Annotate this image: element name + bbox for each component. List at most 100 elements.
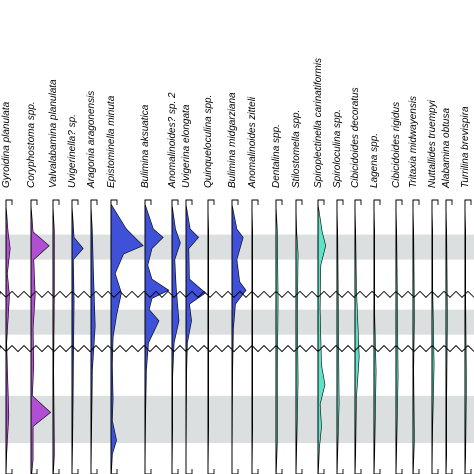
taxon-scale-bracket-bottom: [431, 468, 439, 474]
taxon-scale-bracket-bottom: [336, 468, 344, 474]
taxon-scale-bracket-bottom: [464, 468, 472, 474]
taxon-label: Valvalabamina planulata: [48, 79, 59, 188]
taxon-column: Aragonia aragonensis: [86, 91, 98, 474]
shaded-band: [0, 395, 474, 444]
taxon-scale-bracket: [336, 199, 344, 206]
taxon-label: Spiroplectinella carinatiformis: [313, 58, 324, 188]
taxon-scale-bracket: [275, 199, 283, 206]
taxon-column: Anomalinoides? sp. 2: [167, 92, 181, 474]
taxon-abundance-area: [90, 200, 96, 474]
taxon-scale-bracket: [295, 199, 303, 206]
taxon-label: Alabamina obtusa: [441, 108, 452, 189]
taxon-column: Spiroplectinella carinatiformis: [313, 58, 327, 474]
taxon-scale-bracket-bottom: [71, 468, 79, 474]
taxon-column: Valvalabamina planulata: [48, 79, 60, 474]
taxon-scale-bracket-bottom: [110, 468, 118, 474]
taxon-label: Coryphostoma spp.: [26, 101, 37, 188]
taxon-scale-bracket-bottom: [445, 468, 453, 474]
taxon-column: Bulimina midgarziana: [227, 92, 247, 474]
taxon-label: Spiroloculina spp.: [332, 109, 343, 188]
taxon-column: Dentalina spp.: [271, 124, 283, 474]
taxon-label: Anomalinoides? sp. 2: [167, 92, 178, 189]
taxon-label: Bulimina aksuatica: [140, 104, 151, 188]
taxon-scale-bracket: [144, 199, 152, 206]
taxon-scale-bracket: [373, 199, 381, 206]
taxon-column: Spiroloculina spp.: [332, 109, 344, 474]
taxon-column: Cibicidoides rigidus: [391, 102, 403, 474]
taxon-scale-bracket: [171, 199, 179, 206]
taxon-scale-bracket: [110, 199, 118, 206]
taxon-abundance-area: [231, 200, 247, 474]
taxon-scale-bracket: [185, 199, 193, 206]
taxon-scale-bracket-bottom: [317, 468, 325, 474]
taxon-scale-bracket-bottom: [295, 468, 303, 474]
taxon-scale-bracket-bottom: [90, 468, 98, 474]
taxon-column: Cibicidoides decoratus: [350, 87, 362, 474]
taxon-label: Uvigerinella? sp.: [67, 114, 78, 188]
taxon-scale-bracket: [30, 199, 38, 206]
taxon-label: Bulimina midgarziana: [227, 92, 238, 188]
taxon-label: Lagena spp.: [369, 133, 380, 188]
taxon-scale-bracket: [231, 199, 239, 206]
taxon-column: Nuttallides truempyi: [427, 99, 439, 474]
taxon-label: Cibicidoides decoratus: [350, 87, 361, 188]
taxon-scale-bracket: [90, 199, 98, 206]
taxon-scale-bracket: [207, 199, 215, 206]
taxon-scale-bracket-bottom: [52, 468, 60, 474]
taxon-scale-bracket-bottom: [373, 468, 381, 474]
shaded-band: [0, 309, 474, 335]
taxon-scale-bracket-bottom: [207, 468, 215, 474]
taxon-abundance-area: [5, 200, 11, 474]
taxon-scale-bracket-bottom: [231, 468, 239, 474]
taxon-scale-bracket-bottom: [412, 468, 420, 474]
taxon-scale-bracket-bottom: [354, 468, 362, 474]
taxon-column: Bulimina aksuatica: [140, 104, 170, 474]
taxon-scale-bracket: [317, 199, 325, 206]
taxon-abundance-area: [317, 200, 327, 474]
taxon-abundance-area: [110, 200, 144, 474]
taxon-column: Gyroidina planulata: [1, 101, 13, 474]
taxon-scale-bracket-bottom: [30, 468, 38, 474]
taxon-scale-bracket-bottom: [171, 468, 179, 474]
taxon-column: Uvigerinella? sp.: [67, 114, 84, 474]
taxon-label: Epistominella minuta: [106, 95, 117, 188]
taxon-scale-bracket: [431, 199, 439, 206]
taxon-label: Anomalinoides zitteli: [247, 96, 258, 189]
taxon-scale-bracket-bottom: [251, 468, 259, 474]
taxon-column: Epistominella minuta: [106, 95, 144, 474]
taxon-scale-bracket: [445, 199, 453, 206]
taxon-scale-bracket: [395, 199, 403, 206]
taxon-label: Turrilina brevispira: [460, 106, 471, 188]
taxon-scale-bracket-bottom: [185, 468, 193, 474]
taxon-scale-bracket: [412, 199, 420, 206]
taxon-scale-bracket: [5, 199, 13, 206]
taxon-label: Aragonia aragonensis: [86, 91, 97, 189]
taxon-abundance-area: [171, 200, 181, 474]
unconformity-line: [0, 290, 474, 298]
taxon-column: Uvigerina elongata: [181, 104, 207, 474]
taxon-scale-bracket: [464, 199, 472, 206]
taxon-column: Alabamina obtusa: [441, 108, 453, 474]
taxon-label: Stilostomella spp.: [291, 110, 302, 188]
taxon-label: Tritaxia midwayensis: [408, 96, 419, 188]
taxon-abundance-area: [71, 200, 84, 474]
unconformity-line: [0, 344, 474, 353]
taxon-scale-bracket: [251, 199, 259, 206]
taxon-label: Cibicidoides rigidus: [391, 102, 402, 188]
taxon-column: Turrilina brevispira: [460, 106, 472, 474]
taxon-scale-bracket-bottom: [275, 468, 283, 474]
taxon-column: Quinqueloculina spp.: [203, 95, 215, 474]
taxon-label: Quinqueloculina spp.: [203, 95, 214, 188]
taxon-scale-bracket: [354, 199, 362, 206]
taxon-scale-bracket-bottom: [144, 468, 152, 474]
taxon-column: Lagena spp.: [369, 133, 381, 474]
taxon-label: Dentalina spp.: [271, 124, 282, 188]
taxon-column: Anomalinoides zitteli: [247, 96, 259, 474]
taxon-label: Nuttallides truempyi: [427, 99, 438, 188]
taxon-scale-bracket: [52, 199, 60, 206]
taxon-scale-bracket: [71, 199, 79, 206]
taxon-scale-bracket-bottom: [395, 468, 403, 474]
taxon-label: Uvigerina elongata: [181, 104, 192, 188]
